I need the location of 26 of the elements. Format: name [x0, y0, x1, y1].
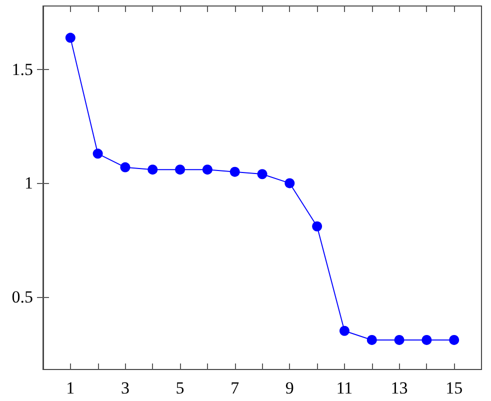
point	[284, 178, 295, 188]
point	[339, 326, 350, 336]
point	[257, 169, 268, 180]
x-tick-label: 9	[285, 378, 294, 398]
x-tick-label: 13	[390, 378, 408, 398]
x-tick-label: 15	[446, 378, 463, 398]
x-tick-label: 7	[230, 378, 240, 398]
point	[366, 334, 377, 345]
point	[120, 162, 130, 172]
x-tick-label: 3	[120, 378, 130, 398]
x-tick-label: 1	[66, 378, 75, 398]
point	[148, 164, 158, 175]
x-tick-label: 5	[176, 378, 184, 398]
point	[230, 166, 240, 177]
point	[312, 221, 322, 232]
point	[394, 334, 404, 345]
point	[422, 334, 432, 345]
point	[202, 164, 212, 175]
y-tick-label: 0.5	[12, 287, 33, 306]
point	[449, 334, 460, 345]
x-tick-label: 11	[336, 378, 353, 398]
point	[65, 32, 76, 43]
y-tick-label: 1.5	[12, 60, 33, 80]
y-tick-label: 1	[24, 174, 33, 193]
point	[92, 148, 103, 159]
point	[175, 164, 186, 175]
